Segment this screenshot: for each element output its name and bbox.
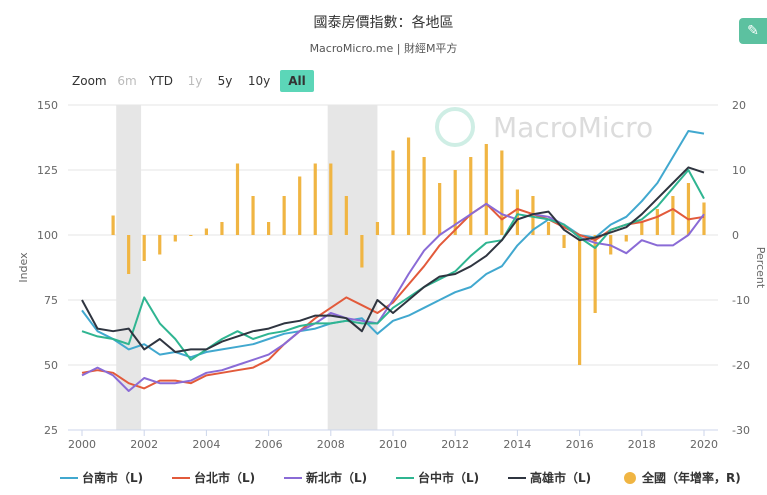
bar-national	[406, 137, 411, 235]
x-tick-label: 2000	[68, 438, 96, 451]
line-kaohsiung	[81, 166, 705, 353]
bar-national	[671, 196, 675, 235]
y-right-tick-label: 20	[732, 99, 746, 112]
legend-marker-national	[624, 472, 636, 484]
legend-label-newtaipei[interactable]: 新北市（L)	[306, 470, 367, 485]
bar-national	[204, 228, 208, 235]
x-tick-label: 2020	[690, 438, 718, 451]
edit-button[interactable]: ✎	[739, 18, 767, 44]
x-tick-label: 2006	[255, 438, 283, 451]
bar-national	[298, 176, 302, 235]
zoom-option-ytd[interactable]: YTD	[148, 74, 173, 88]
bar-national	[500, 150, 504, 235]
y-left-tick-label: 100	[37, 229, 58, 242]
bar-national	[375, 222, 380, 235]
bar-national	[593, 235, 597, 313]
chart-subtitle: MacroMicro.me | 財經M平方	[309, 42, 458, 55]
zoom-option-10y[interactable]: 10y	[248, 74, 270, 88]
bar-national	[578, 235, 582, 365]
y-left-tick-label: 125	[37, 164, 58, 177]
x-tick-label: 2012	[441, 438, 469, 451]
bar-national	[640, 222, 644, 235]
y-left-tick-label: 50	[44, 359, 58, 372]
x-tick-label: 2008	[317, 438, 345, 451]
line-newtaipei	[81, 202, 705, 392]
axes: 25 50 75 100 125 150 -30 -20 -10 0 10 20 2000 2002 200…	[17, 99, 767, 451]
legend-label-taichung[interactable]: 台中市（L)	[418, 470, 479, 485]
zoom-option-6m[interactable]: 6m	[117, 74, 136, 88]
x-tick-label: 2010	[379, 438, 407, 451]
watermark-logo-icon	[435, 107, 475, 147]
bar-national	[282, 196, 286, 235]
bar-national	[111, 215, 115, 235]
line-tainan	[81, 130, 705, 359]
y-left-axis-title: Index	[17, 252, 30, 283]
bar-national	[484, 144, 488, 235]
bar-national	[453, 170, 457, 235]
zoom-option-1y[interactable]: 1y	[188, 74, 203, 88]
bar-national	[235, 163, 240, 235]
zoom-label: Zoom	[72, 74, 107, 88]
bar-national	[220, 222, 224, 235]
recession-band-1	[327, 105, 378, 430]
line-taichung	[81, 169, 705, 361]
bar-national	[344, 196, 348, 235]
chart-title: 國泰房價指數：各地區	[313, 15, 454, 31]
y-right-tick-label: -30	[732, 424, 750, 437]
bar-national	[422, 157, 426, 235]
legend-label-tainan[interactable]: 台南市（L)	[82, 470, 143, 485]
y-left-tick-label: 25	[44, 424, 58, 437]
bar-national	[515, 189, 519, 235]
bar-national	[267, 222, 271, 235]
zoom-bar: Zoom 6m YTD 1y 5y 10y All	[72, 70, 314, 92]
zoom-active-bg[interactable]	[280, 70, 314, 92]
watermark-text: MacroMicro	[493, 111, 653, 144]
recession-shading	[116, 105, 378, 430]
y-right-tick-label: 10	[732, 164, 746, 177]
legend: 台南市（L) 台北市（L) 新北市（L) 台中市（L) 高雄市（L) 全國（年增率，R)	[60, 470, 741, 485]
x-tick-label: 2018	[628, 438, 656, 451]
bar-national	[686, 183, 691, 235]
x-tick-label: 2002	[130, 438, 158, 451]
bar-national	[189, 235, 193, 236]
bar-national	[360, 235, 364, 268]
y-right-tick-label: 0	[732, 229, 739, 242]
national-bars	[111, 137, 706, 365]
pencil-icon: ✎	[747, 23, 759, 39]
bar-national	[562, 235, 566, 248]
zoom-option-5y[interactable]: 5y	[218, 74, 233, 88]
watermark: MacroMicro	[435, 107, 653, 147]
bar-national	[469, 157, 473, 235]
bar-national	[158, 235, 162, 255]
x-tick-label: 2004	[192, 438, 220, 451]
x-tick-label: 2016	[566, 438, 594, 451]
y-right-tick-label: -20	[732, 359, 750, 372]
legend-label-taipei[interactable]: 台北市（L)	[194, 470, 255, 485]
bar-national	[251, 196, 255, 235]
bar-national	[438, 183, 442, 235]
bar-national	[391, 150, 395, 235]
legend-label-kaohsiung[interactable]: 高雄市（L)	[530, 470, 591, 485]
y-right-tick-label: -10	[732, 294, 750, 307]
bar-national	[531, 196, 535, 235]
bar-national	[624, 235, 628, 242]
bar-national	[546, 222, 551, 235]
bar-national	[142, 235, 146, 261]
y-right-axis-title: Percent	[754, 247, 767, 289]
y-left-tick-label: 150	[37, 99, 58, 112]
bar-national	[313, 163, 317, 235]
series-lines	[81, 130, 705, 392]
bar-national	[702, 202, 706, 235]
bar-national	[127, 235, 131, 274]
bar-national	[173, 235, 177, 242]
bar-national	[655, 209, 659, 235]
x-tick-label: 2014	[503, 438, 531, 451]
zoom-option-all[interactable]: All	[288, 74, 306, 88]
bar-national	[329, 163, 333, 235]
legend-label-national[interactable]: 全國（年增率，R)	[641, 470, 741, 485]
y-left-tick-label: 75	[44, 294, 58, 307]
